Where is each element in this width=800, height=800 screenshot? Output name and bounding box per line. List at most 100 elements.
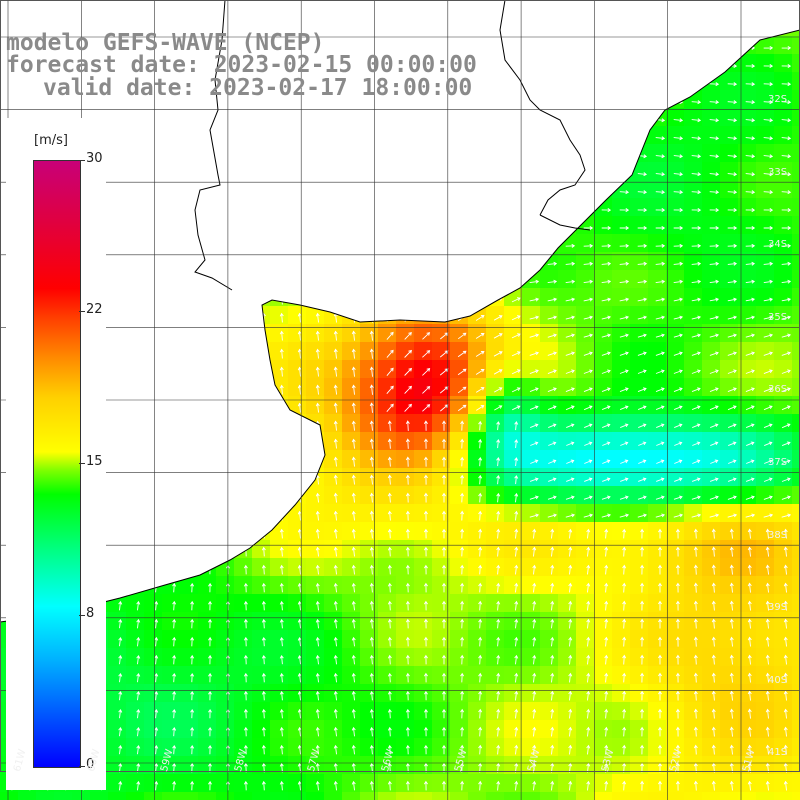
wind-vector-arrow	[297, 654, 302, 665]
wind-speed-cell	[774, 738, 793, 757]
wind-speed-cell	[792, 234, 800, 253]
wind-vector-arrow	[279, 132, 284, 143]
wind-speed-cell	[90, 0, 109, 19]
wind-speed-cell	[450, 30, 469, 37]
wind-vector-arrow	[550, 780, 555, 791]
wind-vector-arrow	[478, 780, 483, 791]
wind-vector-arrow	[243, 600, 248, 611]
wind-vector-arrow	[601, 208, 612, 213]
wind-vector-arrow	[584, 441, 593, 446]
wind-speed-cell	[648, 468, 667, 487]
wind-speed-cell	[612, 738, 631, 757]
wind-speed-cell	[594, 792, 613, 800]
wind-speed-cell	[702, 324, 721, 343]
wind-speed-cell	[558, 792, 577, 800]
wind-speed-cell	[558, 576, 577, 595]
wind-speed-cell	[504, 198, 523, 217]
wind-speed-cell	[738, 360, 757, 379]
wind-vector-arrow	[709, 279, 720, 284]
wind-speed-cell	[450, 630, 469, 649]
wind-speed-cell	[702, 738, 721, 757]
wind-vector-arrow	[118, 636, 123, 647]
wind-vector-arrow	[691, 172, 702, 177]
wind-speed-cell	[396, 486, 415, 505]
wind-vector-arrow	[333, 348, 338, 359]
wind-vector-arrow	[351, 150, 356, 161]
wind-vector-arrow	[387, 528, 392, 539]
wind-vector-arrow	[423, 420, 428, 431]
wind-speed-cell	[180, 288, 199, 307]
wind-vector-arrow	[709, 30, 720, 32]
wind-speed-cell	[234, 612, 253, 631]
wind-speed-cell	[180, 684, 199, 703]
wind-vector-arrow	[369, 546, 374, 557]
wind-speed-cell	[288, 270, 307, 289]
wind-vector-arrow	[315, 186, 320, 197]
wind-speed-cell	[324, 774, 343, 793]
wind-speed-cell	[468, 648, 487, 667]
wind-speed-cell	[558, 774, 577, 793]
wind-vector-arrow	[476, 261, 485, 267]
wind-speed-cell	[720, 234, 739, 253]
wind-speed-cell	[576, 180, 595, 199]
wind-speed-cell	[342, 612, 361, 631]
wind-speed-cell	[792, 270, 800, 289]
wind-speed-cell	[198, 612, 217, 631]
wind-vector-arrow	[118, 168, 123, 179]
wind-speed-cell	[162, 468, 181, 487]
wind-vector-arrow	[565, 154, 576, 159]
wind-speed-cell	[504, 288, 523, 307]
wind-vector-arrow	[601, 136, 612, 141]
wind-speed-cell	[486, 162, 505, 181]
wind-vector-arrow	[548, 441, 557, 446]
wind-speed-cell	[108, 558, 127, 577]
wind-speed-cell	[126, 756, 145, 775]
wind-speed-cell	[378, 468, 397, 487]
wind-speed-cell	[468, 180, 487, 199]
wind-speed-cell	[144, 648, 163, 667]
wind-vector-arrow	[763, 423, 773, 429]
wind-vector-arrow	[493, 387, 503, 393]
wind-vector-arrow	[190, 366, 195, 377]
wind-speed-cell	[468, 432, 487, 451]
wind-speed-cell	[684, 360, 703, 379]
wind-speed-cell	[522, 720, 541, 739]
wind-speed-cell	[504, 162, 523, 181]
wind-vector-arrow	[369, 222, 374, 233]
wind-speed-cell	[540, 792, 559, 800]
wind-speed-cell	[360, 576, 379, 595]
wind-vector-arrow	[154, 456, 159, 467]
wind-speed-cell	[720, 432, 739, 451]
wind-speed-cell	[720, 288, 739, 307]
wind-speed-cell	[468, 108, 487, 127]
wind-vector-arrow	[118, 654, 123, 665]
wind-vector-arrow	[118, 438, 123, 449]
wind-speed-cell	[684, 432, 703, 451]
wind-vector-arrow	[172, 222, 177, 233]
wind-vector-arrow	[118, 708, 123, 719]
wind-speed-cell	[234, 756, 253, 775]
wind-speed-cell	[522, 522, 541, 541]
wind-speed-cell	[126, 144, 145, 163]
wind-vector-arrow	[565, 495, 575, 500]
wind-vector-arrow	[424, 744, 428, 755]
wind-speed-cell	[432, 702, 451, 721]
wind-vector-arrow	[172, 132, 177, 143]
wind-speed-cell	[792, 774, 800, 793]
wind-speed-cell	[288, 774, 307, 793]
wind-vector-arrow	[458, 9, 465, 14]
wind-vector-arrow	[547, 30, 558, 32]
wind-speed-cell	[720, 306, 739, 325]
wind-speed-cell	[576, 450, 595, 469]
wind-speed-cell	[306, 738, 325, 757]
wind-speed-cell	[702, 216, 721, 235]
wind-speed-cell	[630, 594, 649, 613]
wind-vector-arrow	[602, 10, 611, 13]
wind-speed-cell	[684, 324, 703, 343]
wind-vector-arrow	[693, 654, 698, 665]
wind-vector-arrow	[369, 474, 374, 485]
wind-vector-arrow	[601, 64, 612, 68]
wind-vector-arrow	[118, 222, 123, 233]
wind-vector-arrow	[458, 260, 467, 267]
wind-vector-arrow	[511, 207, 521, 213]
